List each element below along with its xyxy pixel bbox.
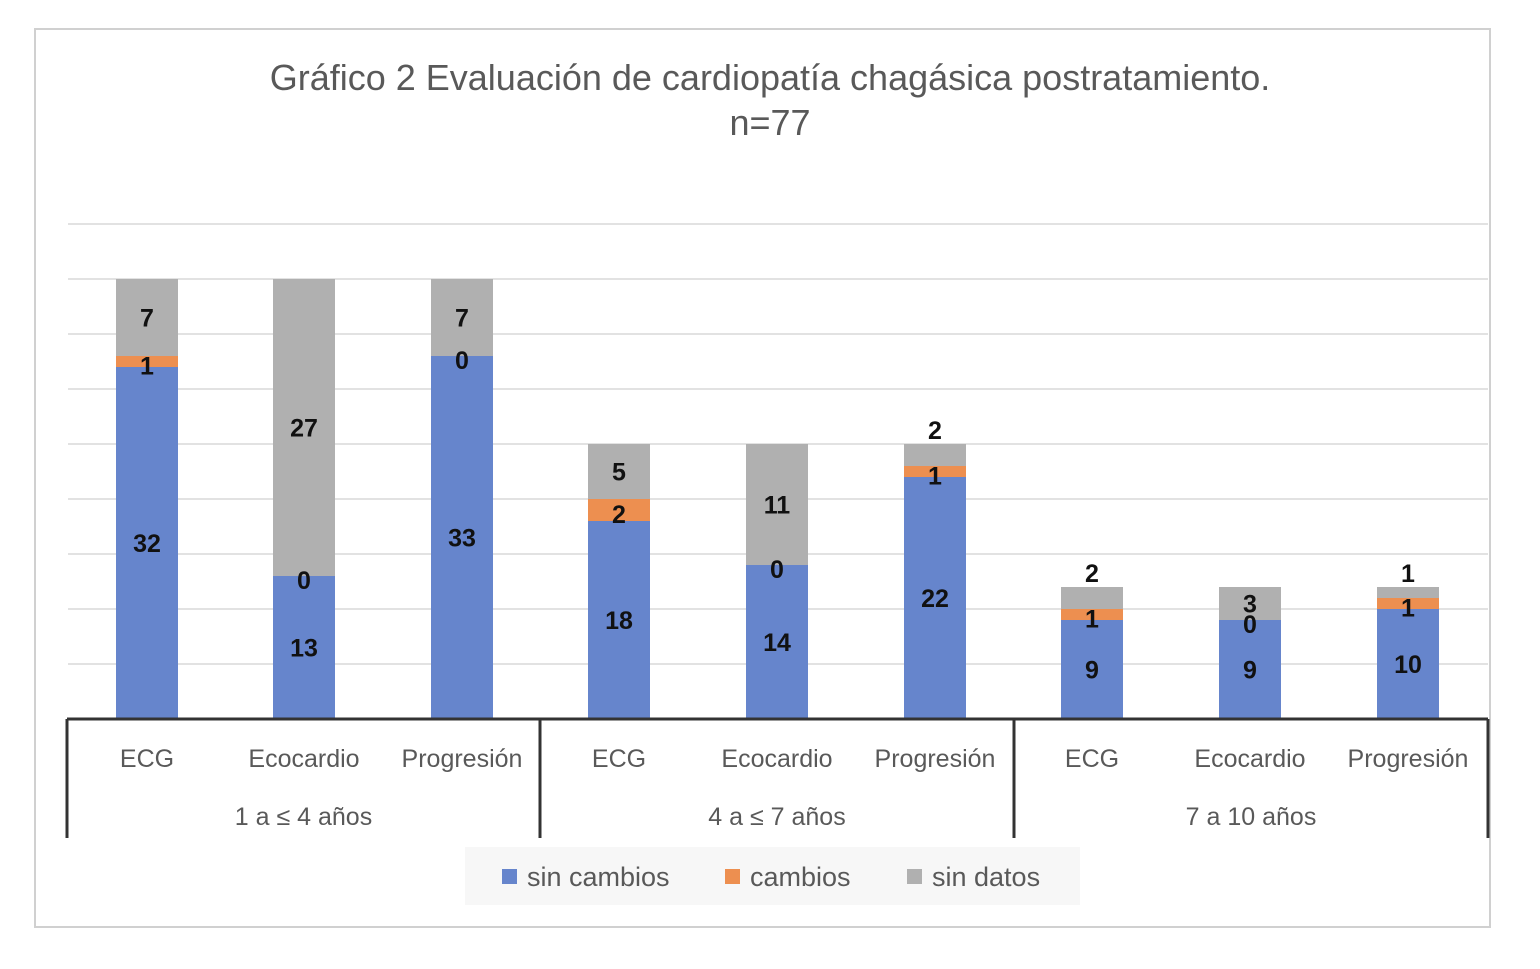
- category-axis: ECG Ecocardio Progresión ECG Ecocardio Progre…: [65, 717, 1490, 838]
- legend-label-sin-cambios: sin cambios: [527, 862, 670, 892]
- bar-segment-sin-datos: [1377, 587, 1439, 598]
- bars: [116, 279, 1439, 719]
- data-label-sin-datos: 2: [1085, 560, 1099, 588]
- data-label-cambios: 1: [928, 463, 942, 491]
- data-label-cambios: 1: [140, 353, 154, 381]
- bar-segment-sin-datos: [588, 444, 650, 499]
- data-label-sin-datos: 2: [928, 417, 942, 445]
- legend-label-cambios: cambios: [750, 862, 851, 892]
- data-label-sin-datos: 5: [612, 459, 626, 487]
- category-label: Progresión: [1348, 745, 1469, 773]
- bar-segment-sin-cambios: [746, 565, 808, 719]
- legend: sin cambios cambios sin datos: [465, 847, 1080, 905]
- bar-segment-sin-datos: [273, 279, 335, 576]
- bar-segment-sin-cambios: [1219, 620, 1281, 719]
- legend-swatch-sin-cambios: [502, 869, 517, 884]
- data-label-sin-cambios: 9: [1243, 657, 1257, 685]
- legend-label-sin-datos: sin datos: [932, 862, 1040, 892]
- data-label-sin-cambios: 13: [290, 635, 318, 663]
- chart-title: Gráfico 2 Evaluación de cardiopatía chag…: [270, 57, 1271, 98]
- bar-segment-sin-datos: [1219, 587, 1281, 620]
- bar-segment-sin-datos: [116, 279, 178, 356]
- bar-segment-cambios: [1061, 609, 1123, 620]
- category-label: Progresión: [875, 745, 996, 773]
- chart-subtitle: n=77: [729, 102, 810, 143]
- data-label-sin-datos: 3: [1243, 591, 1257, 619]
- data-label-sin-datos: 7: [140, 305, 154, 333]
- data-label-sin-cambios: 18: [605, 607, 633, 635]
- data-label-sin-datos: 1: [1401, 560, 1415, 588]
- bar-segment-sin-cambios: [1061, 620, 1123, 719]
- legend-background: [465, 847, 1080, 905]
- data-label-cambios: 1: [1085, 606, 1099, 634]
- data-label-cambios: 1: [1401, 595, 1415, 623]
- bar-segment-sin-datos: [431, 279, 493, 356]
- chart-border: [34, 28, 1491, 928]
- data-label-sin-cambios: 33: [448, 525, 476, 553]
- category-label: Progresión: [402, 745, 523, 773]
- bar-segment-sin-cambios: [1377, 609, 1439, 719]
- bar-segment-sin-cambios: [273, 576, 335, 719]
- data-label-cambios: 0: [770, 556, 784, 584]
- data-label-cambios: 0: [297, 567, 311, 595]
- bar-segment-sin-datos: [904, 444, 966, 466]
- group-label: 4 a ≤ 7 años: [708, 803, 845, 831]
- category-label: Ecocardio: [248, 745, 359, 773]
- legend-swatch-sin-datos: [907, 869, 922, 884]
- bar-segment-sin-datos: [746, 444, 808, 565]
- bar-segment-sin-cambios: [431, 356, 493, 719]
- bar-segment-sin-cambios: [116, 367, 178, 719]
- category-label: ECG: [120, 745, 174, 773]
- bar-segment-sin-cambios: [588, 521, 650, 719]
- data-label-sin-cambios: 32: [133, 530, 161, 558]
- category-label: Ecocardio: [721, 745, 832, 773]
- bar-segment-cambios: [904, 466, 966, 477]
- data-label-sin-datos: 27: [290, 415, 318, 443]
- category-label: Ecocardio: [1194, 745, 1305, 773]
- data-label-sin-datos: 7: [455, 305, 469, 333]
- data-label-cambios: 2: [612, 501, 626, 529]
- data-label-sin-datos: 11: [764, 492, 791, 520]
- group-label: 7 a 10 años: [1186, 803, 1317, 831]
- category-label: ECG: [1065, 745, 1119, 773]
- data-label-cambios: 0: [1243, 611, 1257, 639]
- data-label-cambios: 0: [455, 347, 469, 375]
- bar-segment-cambios: [116, 356, 178, 367]
- data-label-sin-cambios: 9: [1085, 657, 1099, 685]
- group-label: 1 a ≤ 4 años: [235, 803, 372, 831]
- legend-swatch-cambios: [725, 869, 740, 884]
- data-label-sin-cambios: 14: [763, 629, 791, 657]
- category-label: ECG: [592, 745, 646, 773]
- bar-segment-cambios: [1377, 598, 1439, 609]
- data-label-sin-cambios: 22: [921, 585, 949, 613]
- bar-segment-cambios: [588, 499, 650, 521]
- bar-segment-sin-cambios: [904, 477, 966, 719]
- bar-segment-sin-datos: [1061, 587, 1123, 609]
- data-label-sin-cambios: 10: [1394, 651, 1422, 679]
